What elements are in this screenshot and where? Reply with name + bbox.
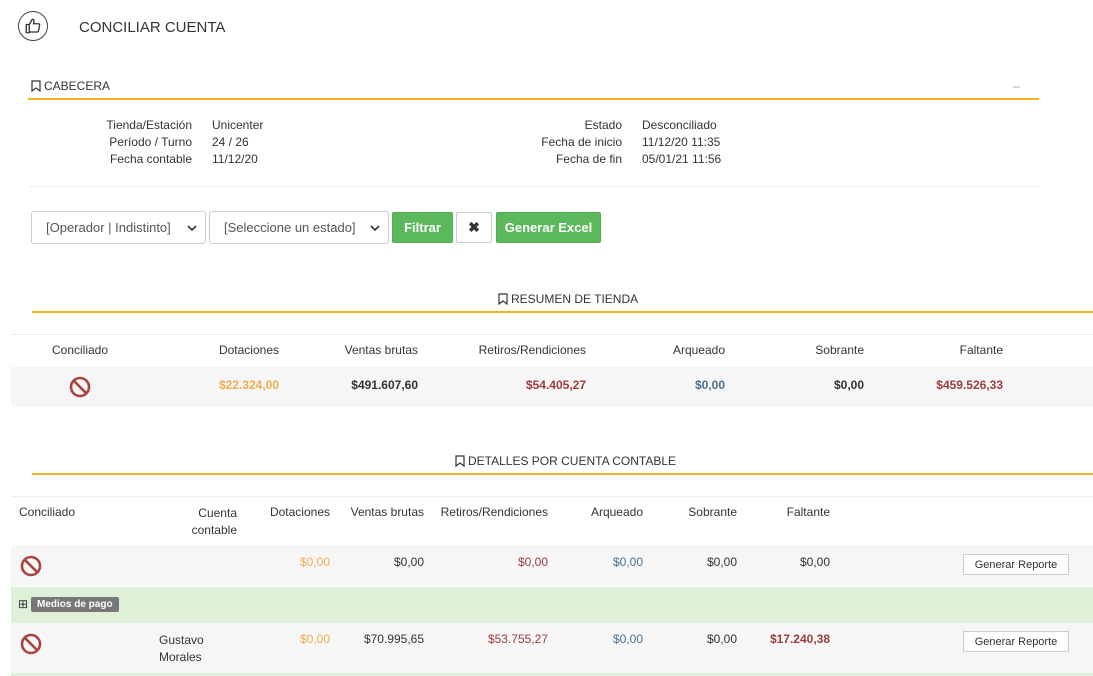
detalles-header: DETALLES POR CUENTA CONTABLE <box>455 454 676 468</box>
row1-sobrante: $0,00 <box>706 555 737 569</box>
label-estado: Estado <box>584 118 622 132</box>
row2-dotaciones: $0,00 <box>299 632 330 646</box>
page-title: CONCILIAR CUENTA <box>79 19 226 36</box>
cabecera-info: Tienda/Estación Unicenter Período / Turn… <box>0 117 1093 177</box>
chevron-down-icon <box>187 224 197 231</box>
like-icon[interactable] <box>18 11 48 41</box>
resumen-th-conciliado: Conciliado <box>52 343 109 357</box>
row1-dotaciones: $0,00 <box>299 555 330 569</box>
value-fecha-contable: 11/12/20 <box>212 152 258 166</box>
value-periodo: 24 / 26 <box>212 135 249 149</box>
cabecera-divider <box>28 98 1039 100</box>
ban-icon <box>20 555 42 580</box>
row2-cuenta: Gustavo Morales <box>159 632 204 666</box>
resumen-th-dotaciones: Dotaciones <box>218 343 279 357</box>
value-estado: Desconciliado <box>642 118 717 132</box>
row2-faltante: $17.240,38 <box>769 632 830 646</box>
bookmark-icon <box>455 455 465 467</box>
state-select-label: [Seleccione un estado] <box>224 220 356 235</box>
label-fecha-inicio: Fecha de inicio <box>541 135 622 149</box>
next-row-edge <box>11 673 1093 676</box>
operator-select[interactable]: [Operador | Indistinto] <box>31 211 206 244</box>
resumen-faltante: $459.526,33 <box>936 378 1003 392</box>
row1-retiros: $0,00 <box>517 555 548 569</box>
medios-de-pago-badge[interactable]: Medios de pago <box>31 597 119 612</box>
filter-button[interactable]: Filtrar <box>392 212 453 243</box>
generate-report-button[interactable]: Generar Reporte <box>963 554 1069 575</box>
detalles-title: DETALLES POR CUENTA CONTABLE <box>468 454 677 468</box>
ban-icon <box>20 633 42 658</box>
row2-sobrante: $0,00 <box>706 632 737 646</box>
resumen-retiros: $54.405,27 <box>525 378 586 392</box>
detalles-table-top-line <box>11 496 1093 497</box>
cabecera-header: CABECERA <box>31 79 110 93</box>
resumen-table-top-line <box>11 334 1093 335</box>
resumen-arqueado: $0,00 <box>694 378 725 392</box>
resumen-th-retiros: Retiros/Rendiciones <box>478 343 586 357</box>
detalles-th-ventas: Ventas brutas <box>350 505 424 519</box>
detalles-divider <box>32 473 1093 475</box>
resumen-ventas: $491.607,60 <box>351 378 418 392</box>
state-select[interactable]: [Seleccione un estado] <box>209 211 389 244</box>
row2-cuenta-line2: Morales <box>159 650 202 664</box>
bookmark-icon <box>498 293 508 305</box>
label-periodo: Período / Turno <box>109 135 192 149</box>
resumen-header: RESUMEN DE TIENDA <box>498 292 638 306</box>
detalles-th-retiros: Retiros/Rendiciones <box>440 505 548 519</box>
ban-icon <box>69 376 91 401</box>
expand-icon[interactable]: ⊞ <box>18 597 29 611</box>
row2-arqueado: $0,00 <box>612 632 643 646</box>
value-tienda: Unicenter <box>212 118 264 132</box>
resumen-th-sobrante: Sobrante <box>815 343 864 357</box>
value-fecha-fin: 05/01/21 11:56 <box>642 152 722 166</box>
label-fecha-fin: Fecha de fin <box>555 152 622 166</box>
detalles-th-cuenta-line2: contable <box>191 523 237 537</box>
resumen-dotaciones: $22.324,00 <box>218 378 279 392</box>
cabecera-title: CABECERA <box>44 79 111 93</box>
collapse-button[interactable]: – <box>1013 79 1020 93</box>
row2-cuenta-line1: Gustavo <box>159 633 204 647</box>
generate-report-button[interactable]: Generar Reporte <box>963 631 1069 652</box>
resumen-th-arqueado: Arqueado <box>672 343 725 357</box>
detalles-th-cuenta: Cuenta contable <box>192 505 237 539</box>
bookmark-icon <box>31 80 41 92</box>
cabecera-bottom-divider <box>28 186 1039 187</box>
resumen-th-ventas: Ventas brutas <box>344 343 418 357</box>
table-row <box>11 623 1093 673</box>
detalles-th-sobrante: Sobrante <box>688 505 737 519</box>
row1-arqueado: $0,00 <box>612 555 643 569</box>
generate-excel-button[interactable]: Generar Excel <box>496 212 601 243</box>
row2-ventas: $70.995,65 <box>363 632 424 646</box>
resumen-sobrante: $0,00 <box>833 378 864 392</box>
clear-filter-button[interactable]: ✖ <box>456 212 492 243</box>
operator-select-label: [Operador | Indistinto] <box>46 220 171 235</box>
detalles-th-cuenta-line1: Cuenta <box>198 506 237 520</box>
detalles-th-faltante: Faltante <box>786 505 830 519</box>
row2-retiros: $53.755,27 <box>487 632 548 646</box>
resumen-title: RESUMEN DE TIENDA <box>511 292 639 306</box>
resumen-divider <box>32 311 1093 313</box>
label-fecha-contable: Fecha contable <box>109 152 192 166</box>
row1-faltante: $0,00 <box>799 555 830 569</box>
label-tienda: Tienda/Estación <box>106 118 192 132</box>
resumen-th-faltante: Faltante <box>959 343 1003 357</box>
medios-de-pago-row <box>11 587 1093 623</box>
detalles-th-conciliado: Conciliado <box>19 505 76 519</box>
chevron-down-icon <box>370 224 380 231</box>
detalles-th-dotaciones: Dotaciones <box>269 505 330 519</box>
resumen-row <box>11 367 1093 407</box>
table-row <box>11 545 1093 586</box>
detalles-th-arqueado: Arqueado <box>590 505 643 519</box>
row1-ventas: $0,00 <box>393 555 424 569</box>
value-fecha-inicio: 11/12/20 11:35 <box>642 135 721 149</box>
